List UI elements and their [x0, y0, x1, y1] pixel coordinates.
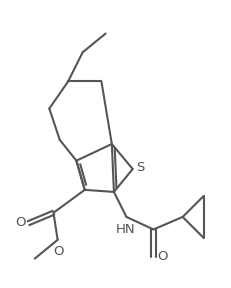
Text: O: O: [157, 250, 167, 263]
Text: O: O: [15, 216, 25, 229]
Text: HN: HN: [115, 223, 135, 236]
Text: O: O: [53, 245, 64, 258]
Text: S: S: [136, 162, 144, 175]
